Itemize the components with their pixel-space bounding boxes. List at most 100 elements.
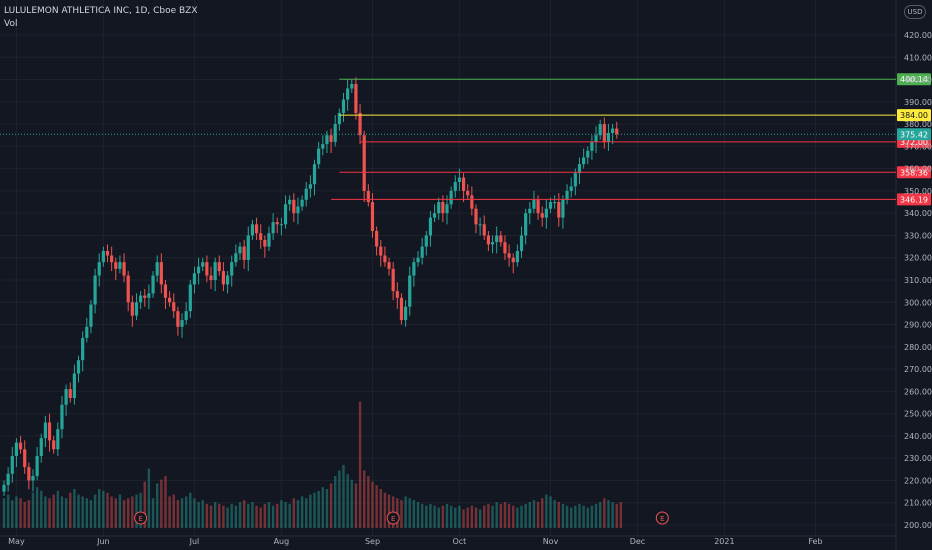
candle-body bbox=[346, 88, 350, 100]
candle-body bbox=[482, 224, 486, 236]
volume-bar bbox=[168, 496, 171, 528]
last-price-label: 375.42 bbox=[900, 130, 928, 139]
earnings-label: E bbox=[660, 515, 664, 523]
volume-label[interactable]: Vol bbox=[4, 19, 18, 29]
candle-body bbox=[163, 284, 168, 298]
volume-bar bbox=[189, 492, 192, 528]
candle-body bbox=[428, 217, 433, 236]
currency-badge[interactable]: USD bbox=[904, 5, 926, 19]
candle-body bbox=[64, 389, 68, 405]
volume-bar bbox=[305, 498, 308, 528]
candle-body bbox=[188, 284, 192, 312]
grid-lines bbox=[0, 0, 897, 550]
candle-body bbox=[68, 389, 72, 399]
volume-bar bbox=[598, 502, 602, 528]
candle-body bbox=[296, 206, 300, 214]
volume-bar bbox=[40, 490, 43, 528]
candle bbox=[383, 246, 387, 267]
candle-body bbox=[606, 133, 611, 142]
candle-body bbox=[325, 135, 329, 145]
volume-bar bbox=[615, 503, 618, 528]
candle bbox=[321, 135, 325, 156]
volume-bar bbox=[549, 496, 552, 528]
volume-bar bbox=[541, 498, 544, 528]
candle-body bbox=[85, 326, 89, 338]
time-tick-label: Feb bbox=[808, 537, 822, 546]
candle-body bbox=[263, 239, 267, 247]
candle bbox=[391, 262, 395, 301]
volume-bar bbox=[15, 496, 18, 528]
candle bbox=[370, 193, 375, 238]
volume-bar bbox=[31, 492, 35, 528]
candle-body bbox=[201, 262, 205, 267]
candle-body bbox=[283, 204, 288, 225]
symbol-title[interactable]: LULULEMON ATHLETICA INC, 1D, Cboe BZX bbox=[4, 6, 198, 16]
candle bbox=[230, 255, 234, 287]
time-tick-label: Sep bbox=[365, 537, 380, 546]
time-tick-label: Jul bbox=[189, 537, 200, 546]
candle bbox=[6, 467, 10, 492]
candle-body bbox=[176, 311, 180, 327]
volume-bar bbox=[251, 502, 254, 528]
candle-body bbox=[308, 184, 312, 189]
candle bbox=[602, 117, 606, 149]
candle-body bbox=[553, 202, 557, 204]
volume-bar bbox=[114, 498, 117, 528]
candle bbox=[553, 195, 557, 209]
candle bbox=[582, 148, 586, 169]
volume-bar bbox=[155, 483, 159, 528]
candle bbox=[134, 293, 139, 321]
candle-body bbox=[577, 164, 582, 174]
price-axis[interactable]: 200.00 210.00 220.00 230.00 240.00 250.00 260.… bbox=[904, 31, 932, 530]
volume-bar bbox=[594, 503, 598, 528]
candle-body bbox=[358, 112, 362, 136]
candle-body bbox=[478, 224, 482, 226]
candle-body bbox=[196, 266, 201, 274]
candle bbox=[122, 253, 126, 283]
candle-body bbox=[250, 224, 255, 236]
volume-bar bbox=[64, 498, 68, 528]
candle bbox=[544, 199, 548, 229]
candle bbox=[333, 115, 337, 147]
candle-body bbox=[370, 202, 375, 231]
candle bbox=[548, 197, 553, 214]
candle bbox=[312, 159, 317, 196]
price-tick-label: 330.00 bbox=[904, 231, 932, 240]
candle bbox=[503, 235, 507, 260]
time-axis[interactable]: May Jun Jul Aug Sep Oct Nov Dec 2021 Feb bbox=[8, 537, 822, 546]
volume-bar bbox=[300, 496, 304, 528]
volume-bar bbox=[267, 502, 271, 528]
candle-body bbox=[432, 213, 437, 218]
candle-body bbox=[72, 373, 76, 399]
candle bbox=[350, 79, 354, 93]
volume-bar bbox=[23, 502, 26, 528]
candle bbox=[263, 235, 267, 258]
candle bbox=[72, 364, 76, 405]
volume-bar bbox=[512, 505, 515, 528]
candle-body bbox=[441, 202, 445, 214]
volume-bar bbox=[73, 489, 76, 528]
volume-bar bbox=[44, 496, 47, 528]
candle bbox=[569, 177, 573, 198]
candle bbox=[573, 168, 577, 196]
candle-body bbox=[598, 124, 602, 136]
volume-bar bbox=[416, 502, 420, 528]
volume-bar bbox=[582, 505, 585, 528]
candle-body bbox=[93, 275, 97, 305]
candle bbox=[337, 108, 341, 131]
candle-body bbox=[337, 112, 341, 125]
volume-bar bbox=[607, 500, 610, 528]
volume-bar bbox=[358, 401, 362, 528]
volume-bar bbox=[458, 505, 461, 528]
candle bbox=[586, 146, 590, 165]
volume-bar bbox=[292, 498, 296, 528]
volume-bar bbox=[412, 500, 416, 528]
candle bbox=[151, 271, 155, 298]
volume-bar bbox=[354, 483, 358, 528]
volume-bar bbox=[516, 507, 519, 528]
candle bbox=[408, 266, 412, 316]
volume-bar bbox=[462, 509, 465, 528]
earnings-label: E bbox=[138, 515, 142, 523]
volume-bar bbox=[288, 503, 291, 528]
